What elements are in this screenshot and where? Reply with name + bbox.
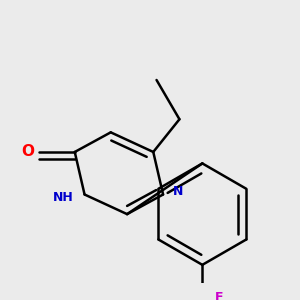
Text: O: O	[21, 145, 34, 160]
Text: NH: NH	[53, 191, 74, 204]
Text: F: F	[214, 291, 223, 300]
Text: N: N	[172, 185, 183, 198]
